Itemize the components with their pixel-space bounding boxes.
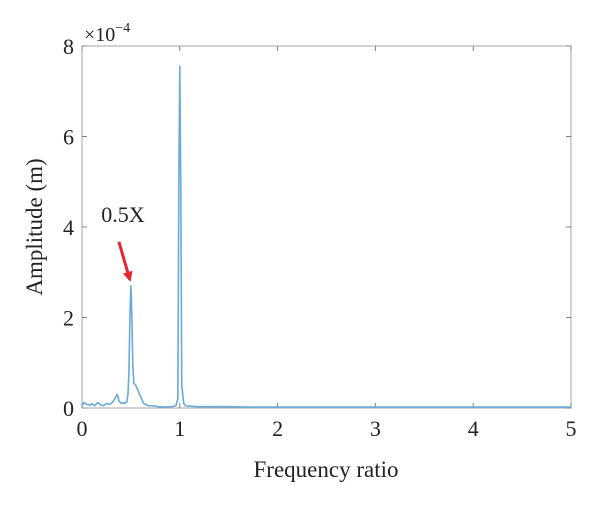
x-tick-label: 3 <box>370 416 381 441</box>
x-axis-label: Frequency ratio <box>254 457 399 482</box>
x-axis-ticks: 0 1 2 3 4 5 <box>77 46 577 441</box>
y-tick-label: 8 <box>63 34 74 59</box>
y-tick-label: 0 <box>63 396 74 421</box>
y-scale-exponent: −4 <box>115 21 130 36</box>
y-scale-base: ×10 <box>84 24 115 46</box>
y-axis-ticks: 0 2 4 6 8 <box>63 34 571 421</box>
spectrum-line <box>81 65 571 408</box>
x-tick-label: 2 <box>272 416 283 441</box>
y-scale-factor: ×10−4 <box>84 21 130 46</box>
x-tick-label: 5 <box>566 416 577 441</box>
y-tick-label: 2 <box>63 306 74 331</box>
y-tick-label: 4 <box>63 215 74 240</box>
plot-area <box>81 45 572 409</box>
series-layer <box>81 65 571 408</box>
peak-annotation-label: 0.5X <box>101 202 145 227</box>
y-axis-label: Amplitude (m) <box>22 158 47 295</box>
peak-annotation-arrow <box>117 241 133 282</box>
x-tick-label: 0 <box>77 416 88 441</box>
x-tick-label: 1 <box>174 416 185 441</box>
x-tick-label: 4 <box>468 416 479 441</box>
annotation-layer: 0.5X <box>101 202 145 282</box>
y-tick-label: 6 <box>63 125 74 150</box>
